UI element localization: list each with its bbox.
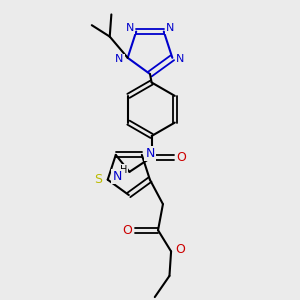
Text: S: S xyxy=(94,173,103,186)
Text: N: N xyxy=(112,170,122,183)
Text: O: O xyxy=(122,224,132,237)
Text: N: N xyxy=(145,147,155,160)
Text: O: O xyxy=(176,151,186,164)
Text: N: N xyxy=(126,23,134,33)
Text: N: N xyxy=(166,23,174,33)
Text: O: O xyxy=(175,243,185,256)
Text: N: N xyxy=(176,54,185,64)
Text: H: H xyxy=(120,165,127,175)
Text: N: N xyxy=(115,54,124,64)
